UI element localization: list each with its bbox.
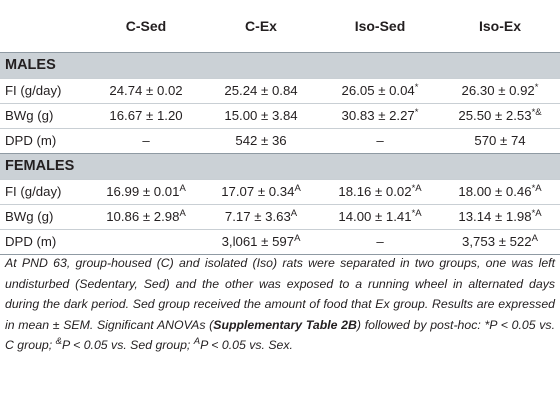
cell-value: 17.07 ± 0.34 — [221, 184, 295, 199]
cell-value: 10.86 ± 2.98 — [106, 209, 180, 224]
table-cell: 542 ± 36 — [202, 128, 320, 154]
row-label: DPD (m) — [0, 229, 90, 255]
row-label: BWg (g) — [0, 204, 90, 230]
cell-value: 30.83 ± 2.27 — [341, 108, 415, 123]
table-cell: 7.17 ± 3.63A — [202, 204, 320, 230]
table-cell: 17.07 ± 0.34A — [202, 179, 320, 205]
cell-value: 26.30 ± 0.92 — [461, 83, 535, 98]
cell-superscript: * — [414, 107, 419, 118]
cell-value: 18.00 ± 0.46 — [458, 184, 532, 199]
section-title-females: FEMALES — [0, 153, 560, 180]
table-footnote: At PND 63, group-housed (C) and isolated… — [5, 253, 555, 356]
footnote-text: P < 0.05 vs. Sex. — [200, 338, 293, 352]
table-cell: 18.00 ± 0.46*A — [440, 179, 560, 205]
row-label: DPD (m) — [0, 128, 90, 154]
table-cell: – — [320, 229, 440, 255]
row-label: BWg (g) — [0, 103, 90, 129]
section-females-row: FEMALES — [0, 153, 560, 180]
header-iso-sed: Iso-Sed — [354, 18, 406, 34]
table-cell: 10.86 ± 2.98A — [90, 204, 202, 230]
table-header-row: C-Sed C-Ex Iso-Sed Iso-Ex — [0, 0, 560, 53]
table-row: FI (g/day) 24.74 ± 0.02 25.24 ± 0.84 26.… — [0, 78, 560, 104]
cell-value: 13.14 ± 1.98 — [458, 209, 532, 224]
cell-value: 7.17 ± 3.63 — [224, 209, 291, 224]
footnote-text: At PND 63, group-housed (C) and isolated… — [5, 256, 555, 332]
table-cell: 26.05 ± 0.04* — [320, 78, 440, 104]
footnote-superscript: A — [193, 336, 201, 347]
table-cell: 16.99 ± 0.01A — [90, 179, 202, 205]
table-cell: 25.50 ± 2.53*& — [440, 103, 560, 129]
cell-superscript: A — [294, 233, 301, 244]
table-cell: 25.24 ± 0.84 — [202, 78, 320, 104]
section-title-males: MALES — [0, 52, 560, 79]
cell-value: – — [376, 133, 384, 148]
table-cell: 16.67 ± 1.20 — [90, 103, 202, 129]
table-row: DPD (m) – 542 ± 36 – 570 ± 74 — [0, 128, 560, 154]
cell-value: 25.24 ± 0.84 — [224, 83, 298, 98]
cell-superscript: *A — [411, 183, 422, 194]
table-cell: 570 ± 74 — [440, 128, 560, 154]
cell-superscript: * — [414, 82, 419, 93]
cell-superscript: * — [534, 82, 539, 93]
cell-value: 15.00 ± 3.84 — [224, 108, 298, 123]
footnote-text: ) followed by post-hoc: *P < 0.05 vs. C … — [5, 317, 555, 353]
cell-value: 3,l061 ± 597 — [221, 234, 295, 249]
footnote-text: P < 0.05 vs. Sed group; — [61, 338, 194, 352]
table-cell — [90, 229, 202, 255]
cell-value: 14.00 ± 1.41 — [338, 209, 412, 224]
cell-value: 16.99 ± 0.01 — [106, 184, 180, 199]
supplementary-table-link[interactable]: Supplementary Table 2B — [213, 317, 357, 332]
cell-value: 542 ± 36 — [235, 133, 287, 148]
table-cell: 26.30 ± 0.92* — [440, 78, 560, 104]
table-row: BWg (g) 16.67 ± 1.20 15.00 ± 3.84 30.83 … — [0, 103, 560, 129]
table-row: DPD (m) 3,l061 ± 597A – 3,753 ± 522A — [0, 229, 560, 255]
cell-value: – — [376, 234, 384, 249]
cell-superscript: *A — [411, 208, 422, 219]
table-cell: – — [90, 128, 202, 154]
header-c-sed: C-Sed — [125, 18, 167, 34]
cell-superscript: *A — [531, 183, 542, 194]
table-row: FI (g/day) 16.99 ± 0.01A 17.07 ± 0.34A 1… — [0, 179, 560, 205]
table-cell: 3,753 ± 522A — [440, 229, 560, 255]
cell-value: 26.05 ± 0.04 — [341, 83, 415, 98]
table-row: BWg (g) 10.86 ± 2.98A 7.17 ± 3.63A 14.00… — [0, 204, 560, 230]
cell-value: 18.16 ± 0.02 — [338, 184, 412, 199]
table-cell: 14.00 ± 1.41*A — [320, 204, 440, 230]
table-cell: 18.16 ± 0.02*A — [320, 179, 440, 205]
cell-value: 25.50 ± 2.53 — [458, 108, 532, 123]
header-c-ex: C-Ex — [245, 18, 277, 34]
section-males-row: MALES — [0, 52, 560, 79]
cell-value: 16.67 ± 1.20 — [109, 108, 183, 123]
cell-value: 570 ± 74 — [474, 133, 526, 148]
cell-superscript: *& — [531, 107, 542, 118]
table-cell: 24.74 ± 0.02 — [90, 78, 202, 104]
cell-superscript: A — [294, 183, 301, 194]
table-cell: – — [320, 128, 440, 154]
table-cell: 3,l061 ± 597A — [202, 229, 320, 255]
header-iso-ex: Iso-Ex — [478, 18, 521, 34]
cell-superscript: A — [531, 233, 538, 244]
results-table: C-Sed C-Ex Iso-Sed Iso-Ex MALES FI (g/da… — [0, 0, 560, 255]
cell-value: 3,753 ± 522 — [462, 234, 532, 249]
cell-superscript: A — [179, 208, 186, 219]
table-cell: 30.83 ± 2.27* — [320, 103, 440, 129]
cell-value: 24.74 ± 0.02 — [109, 83, 183, 98]
cell-superscript: A — [290, 208, 298, 219]
cell-value: – — [142, 133, 150, 148]
footnote-superscript: & — [55, 336, 62, 347]
cell-superscript: *A — [531, 208, 542, 219]
table-cell: 15.00 ± 3.84 — [202, 103, 320, 129]
header-empty — [0, 0, 90, 53]
cell-superscript: A — [179, 183, 186, 194]
row-label: FI (g/day) — [0, 78, 90, 104]
table-cell: 13.14 ± 1.98*A — [440, 204, 560, 230]
row-label: FI (g/day) — [0, 179, 90, 205]
